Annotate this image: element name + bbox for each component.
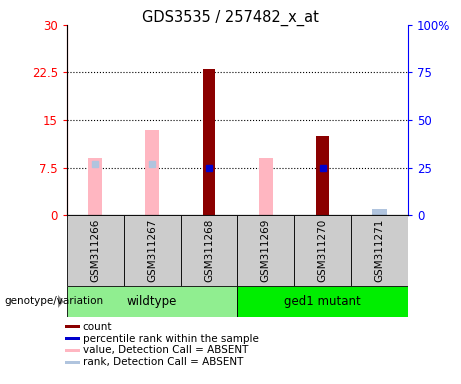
FancyBboxPatch shape [124, 215, 181, 286]
FancyBboxPatch shape [67, 215, 124, 286]
Text: value, Detection Call = ABSENT: value, Detection Call = ABSENT [83, 345, 248, 355]
Bar [145, 129, 159, 215]
Bar [65, 349, 80, 352]
Text: GSM311269: GSM311269 [261, 219, 271, 282]
Text: GSM311271: GSM311271 [374, 219, 384, 282]
Text: GSM311268: GSM311268 [204, 219, 214, 282]
Bar [372, 209, 387, 215]
Text: ged1 mutant: ged1 mutant [284, 295, 361, 308]
Bar [65, 325, 80, 328]
Bar [88, 158, 102, 215]
Text: genotype/variation: genotype/variation [5, 296, 104, 306]
Text: rank, Detection Call = ABSENT: rank, Detection Call = ABSENT [83, 357, 243, 367]
FancyBboxPatch shape [351, 215, 408, 286]
Text: count: count [83, 322, 112, 332]
Bar [259, 158, 273, 215]
FancyBboxPatch shape [294, 215, 351, 286]
Text: GSM311267: GSM311267 [147, 219, 157, 282]
FancyBboxPatch shape [181, 215, 237, 286]
FancyBboxPatch shape [237, 286, 408, 317]
Text: GSM311266: GSM311266 [90, 219, 100, 282]
FancyBboxPatch shape [67, 286, 237, 317]
Bar [65, 337, 80, 340]
Text: GDS3535 / 257482_x_at: GDS3535 / 257482_x_at [142, 10, 319, 26]
Text: wildtype: wildtype [127, 295, 177, 308]
Bar [65, 361, 80, 364]
FancyBboxPatch shape [237, 215, 294, 286]
Polygon shape [58, 295, 64, 308]
Text: percentile rank within the sample: percentile rank within the sample [83, 334, 259, 344]
Bar [203, 70, 215, 215]
Bar [316, 136, 329, 215]
Text: GSM311270: GSM311270 [318, 219, 328, 282]
